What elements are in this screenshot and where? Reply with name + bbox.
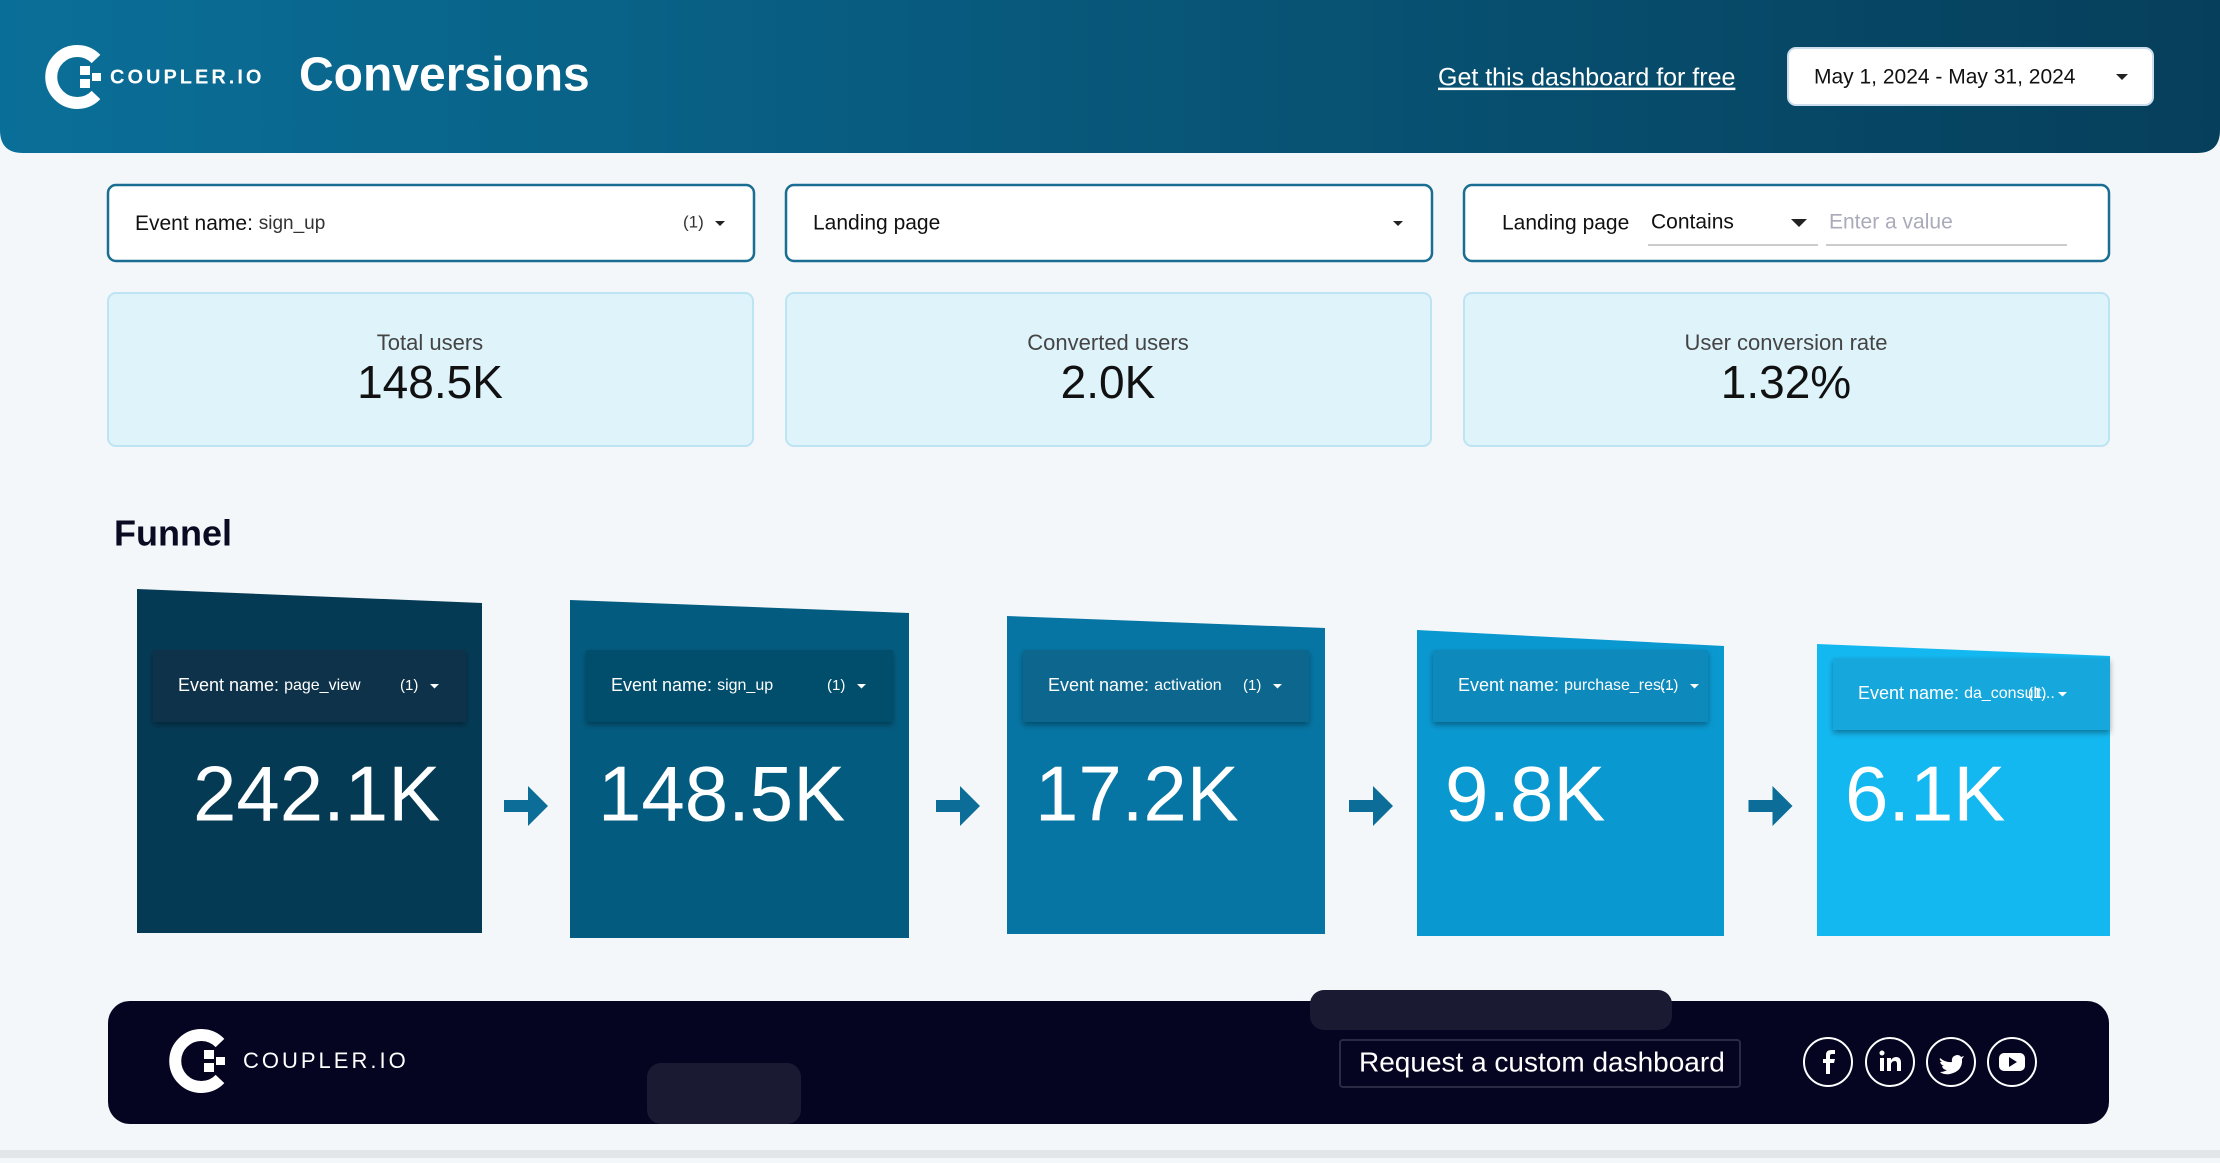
page-edge	[0, 1150, 2220, 1158]
filter-box[interactable]	[784, 183, 1434, 263]
facebook[interactable]	[1803, 1037, 1853, 1087]
step-filter-label: Event name: sign_up	[611, 675, 773, 695]
youtube[interactable]	[1987, 1037, 2037, 1087]
step-filter-label: Event name: activation	[1048, 675, 1222, 695]
kpi-label: Total users	[377, 330, 483, 355]
label: Event name:	[1858, 683, 1959, 703]
funnel: Event name: page_view (1) 242.1K Event name…	[137, 589, 2110, 938]
social-glyphs	[1823, 1050, 2025, 1075]
step-count: (1)	[1660, 677, 1678, 694]
step-value: 6.1K	[1845, 750, 2005, 838]
filter-box	[1462, 183, 2111, 263]
value: sign_up	[717, 677, 773, 694]
filter-box[interactable]	[106, 183, 756, 263]
play	[2009, 1057, 2017, 1067]
kpi-value: 2.0K	[1061, 356, 1156, 408]
label: Event name:	[611, 675, 712, 695]
dropdown-icon	[2116, 74, 2128, 80]
linkedin[interactable]	[1865, 1037, 1915, 1087]
label: Event name:	[1048, 675, 1149, 695]
kpi-label: Converted users	[1027, 330, 1188, 355]
value: page_view	[284, 677, 361, 694]
arrow	[504, 786, 548, 826]
brand: COUPLER.IO	[110, 66, 264, 88]
brand: COUPLER.IO	[243, 1048, 409, 1073]
date-picker[interactable]	[1787, 47, 2154, 106]
kpi-value: 1.32%	[1721, 356, 1851, 408]
value: sign_up	[259, 213, 326, 234]
label: Event name:	[135, 212, 253, 235]
value: purchase_res...	[1564, 677, 1674, 694]
kpi-card	[1463, 292, 2110, 447]
dropdown-icon	[2058, 692, 2067, 697]
dropdown-icon	[1690, 684, 1699, 689]
value: da_consult...	[1964, 685, 2055, 702]
filter-label: Landing page	[813, 212, 940, 235]
filter-label: Landing page	[1502, 212, 1629, 235]
arrow	[936, 786, 980, 826]
filter-label: Event name: sign_up	[135, 212, 325, 235]
arrow	[1748, 786, 1793, 826]
step-filter-label: Event name: da_consult...	[1858, 683, 2055, 703]
step-count: (1)	[827, 677, 845, 694]
step-value: 148.5K	[598, 750, 845, 838]
label: Event name:	[1458, 675, 1559, 695]
cta: Request a custom dashboard	[1359, 1046, 1725, 1077]
twitter[interactable]	[1926, 1037, 1976, 1087]
kpi-value: 148.5K	[357, 356, 503, 408]
step-filter-label: Event name: purchase_res...	[1458, 675, 1674, 695]
arrow	[1349, 786, 1393, 826]
step-count: (1)	[400, 677, 418, 694]
footer	[108, 1001, 2109, 1124]
value: activation	[1154, 677, 1222, 694]
step-filter[interactable]	[1023, 650, 1309, 722]
kpi-card	[107, 292, 754, 447]
step-count: (1)	[2028, 685, 2046, 702]
step-filter[interactable]	[153, 650, 466, 722]
step-value: 242.1K	[193, 750, 440, 838]
social-icons	[1803, 1037, 2037, 1087]
dropdown-icon	[857, 684, 866, 689]
kpi-label: User conversion rate	[1685, 330, 1888, 355]
cta-box[interactable]	[1339, 1039, 1741, 1088]
step-value: 17.2K	[1035, 750, 1239, 838]
filter-count: (1)	[683, 212, 704, 231]
dropdown-icon	[715, 221, 725, 226]
title: Conversions	[299, 49, 590, 102]
dropdown-icon	[1791, 219, 1807, 227]
placeholder[interactable]: Enter a value	[1829, 211, 1953, 234]
dropdown-icon	[430, 684, 439, 689]
step-filter-label: Event name: page_view	[178, 675, 361, 695]
funnel-title: Funnel	[114, 513, 232, 554]
operator[interactable]: Contains	[1651, 211, 1734, 234]
decor	[1310, 990, 1672, 1030]
step-value: 9.8K	[1445, 750, 1605, 838]
step-count: (1)	[1243, 677, 1261, 694]
dropdown-icon	[1273, 684, 1282, 689]
header	[0, 0, 2220, 153]
step-filter[interactable]	[1433, 650, 1708, 722]
decor	[647, 1063, 801, 1124]
link[interactable]: Get this dashboard for free	[1438, 64, 1735, 92]
dropdown-icon	[1393, 221, 1403, 226]
step-filter[interactable]	[586, 650, 893, 722]
label: Event name:	[178, 675, 279, 695]
kpi-card	[785, 292, 1432, 447]
date-range: May 1, 2024 - May 31, 2024	[1814, 66, 2076, 89]
